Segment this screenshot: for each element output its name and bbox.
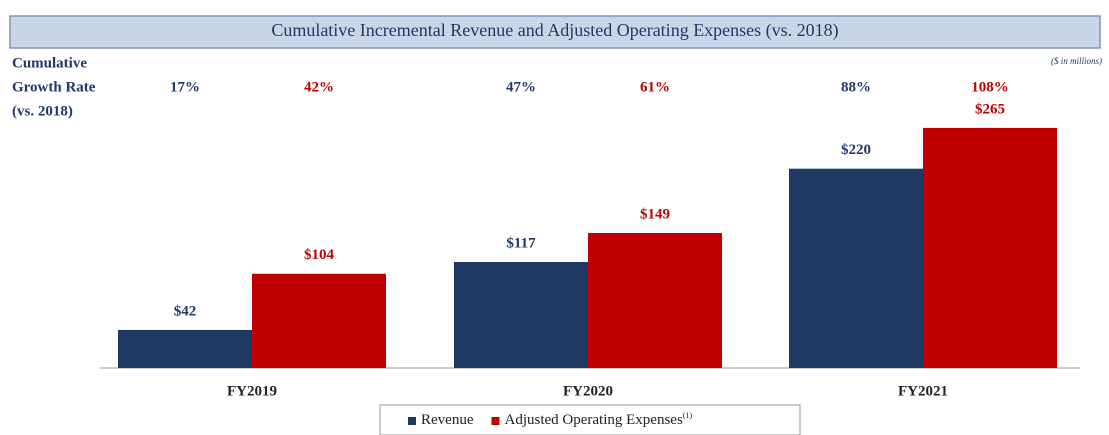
legend-box (379, 404, 801, 435)
data-label: $220 (841, 142, 871, 158)
legend-superscript: (1) (683, 411, 693, 420)
x-tick-label: FY2019 (227, 383, 277, 399)
growth-rate: 17% (170, 79, 200, 95)
growth-rate-label: (vs. 2018) (12, 103, 73, 119)
legend-label: Revenue (421, 412, 474, 428)
data-label: $42 (174, 303, 197, 319)
bar (454, 261, 588, 368)
bar (252, 273, 386, 368)
bar (789, 168, 923, 368)
x-tick-label: FY2020 (563, 383, 613, 399)
growth-rate-label: Cumulative (12, 55, 87, 71)
data-label: $104 (304, 247, 335, 263)
legend-swatch (408, 417, 416, 425)
bar (588, 233, 722, 368)
unit-note: ($ in millions) (1051, 56, 1102, 66)
growth-rate: 61% (640, 79, 670, 95)
growth-rate: 108% (971, 79, 1009, 95)
data-label: $149 (640, 206, 670, 222)
legend-name: Adjusted Operating Expenses (504, 412, 682, 428)
x-tick-label: FY2021 (898, 383, 948, 399)
growth-rate: 88% (841, 79, 871, 95)
growth-rate: 42% (304, 79, 334, 95)
title-bar (9, 15, 1101, 49)
data-label: $265 (975, 101, 1005, 117)
growth-rate-label: Growth Rate (12, 79, 96, 95)
data-label: $117 (506, 235, 536, 251)
bar (923, 127, 1057, 368)
growth-rate: 47% (506, 79, 536, 95)
legend-label: Adjusted Operating Expenses(1) (504, 411, 692, 429)
legend-name: Revenue (421, 412, 474, 428)
bar (118, 329, 252, 368)
chart-title: Cumulative Incremental Revenue and Adjus… (271, 20, 838, 41)
legend-swatch (491, 417, 500, 425)
